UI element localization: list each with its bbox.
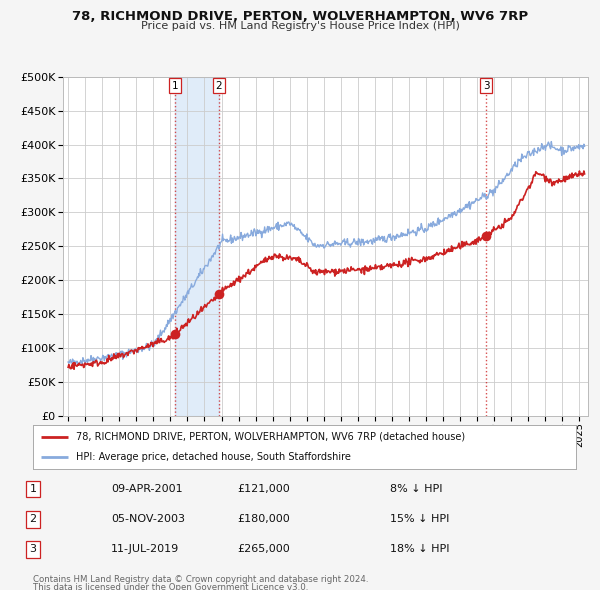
Text: This data is licensed under the Open Government Licence v3.0.: This data is licensed under the Open Gov… [33, 583, 308, 590]
Text: £265,000: £265,000 [238, 545, 290, 555]
Text: 09-APR-2001: 09-APR-2001 [111, 484, 182, 494]
Text: 3: 3 [483, 80, 490, 90]
Text: £121,000: £121,000 [238, 484, 290, 494]
Text: HPI: Average price, detached house, South Staffordshire: HPI: Average price, detached house, Sout… [76, 452, 352, 462]
Text: 2: 2 [29, 514, 37, 524]
Text: 78, RICHMOND DRIVE, PERTON, WOLVERHAMPTON, WV6 7RP: 78, RICHMOND DRIVE, PERTON, WOLVERHAMPTO… [72, 10, 528, 23]
Text: £180,000: £180,000 [238, 514, 290, 524]
Text: 1: 1 [29, 484, 37, 494]
Text: 05-NOV-2003: 05-NOV-2003 [111, 514, 185, 524]
Bar [175, 77, 219, 416]
Text: 15% ↓ HPI: 15% ↓ HPI [390, 514, 449, 524]
Text: 2: 2 [215, 80, 222, 90]
Text: Contains HM Land Registry data © Crown copyright and database right 2024.: Contains HM Land Registry data © Crown c… [33, 575, 368, 584]
Text: 78, RICHMOND DRIVE, PERTON, WOLVERHAMPTON, WV6 7RP (detached house): 78, RICHMOND DRIVE, PERTON, WOLVERHAMPTO… [76, 432, 466, 442]
Text: 18% ↓ HPI: 18% ↓ HPI [390, 545, 449, 555]
Text: 3: 3 [29, 545, 37, 555]
Text: 8% ↓ HPI: 8% ↓ HPI [390, 484, 443, 494]
Text: 1: 1 [172, 80, 178, 90]
Text: 11-JUL-2019: 11-JUL-2019 [111, 545, 179, 555]
Text: Price paid vs. HM Land Registry's House Price Index (HPI): Price paid vs. HM Land Registry's House … [140, 21, 460, 31]
